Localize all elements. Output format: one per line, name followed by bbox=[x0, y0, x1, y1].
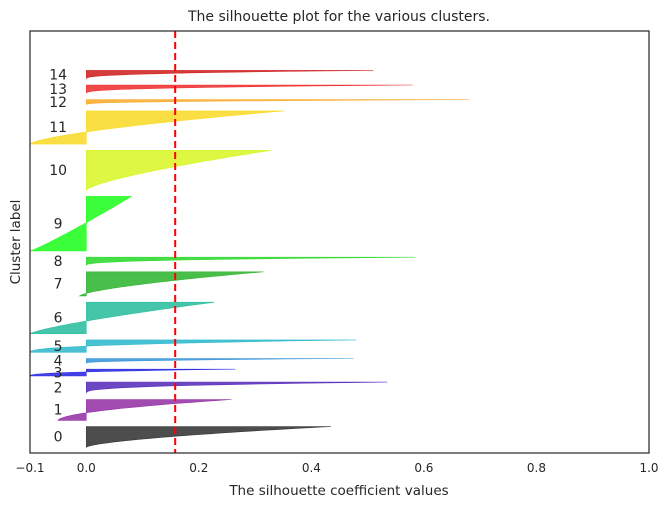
x-axis-ticks: −0.1 0.0 0.2 0.4 0.6 0.8 1.0 bbox=[15, 461, 658, 475]
silhouette-band-cluster-13 bbox=[86, 84, 413, 94]
cluster-label-7: 7 bbox=[54, 277, 63, 293]
silhouette-band-cluster-10 bbox=[86, 150, 273, 192]
silhouette-band-cluster-5 bbox=[29, 339, 357, 353]
silhouette-band-cluster-3 bbox=[29, 368, 236, 377]
silhouette-band-cluster-0 bbox=[86, 426, 332, 449]
cluster-label-3: 3 bbox=[54, 365, 63, 381]
cluster-label-10: 10 bbox=[49, 163, 67, 179]
x-axis-label: The silhouette coefficient values bbox=[228, 483, 448, 499]
silhouette-band-cluster-14 bbox=[86, 70, 374, 79]
cluster-label-9: 9 bbox=[54, 216, 63, 232]
silhouette-band-cluster-4 bbox=[86, 358, 354, 364]
silhouette-band-cluster-2 bbox=[86, 381, 388, 394]
x-tick-label: 0.8 bbox=[527, 461, 546, 475]
silhouette-band-cluster-7 bbox=[78, 271, 264, 297]
x-tick-label: 0.0 bbox=[77, 461, 96, 475]
plot-frame bbox=[29, 30, 650, 454]
x-tick-label: 0.2 bbox=[189, 461, 208, 475]
y-axis-label: Cluster label bbox=[8, 200, 24, 285]
cluster-label-4: 4 bbox=[54, 353, 63, 369]
chart-title: The silhouette plot for the various clus… bbox=[187, 9, 490, 25]
cluster-label-14: 14 bbox=[49, 67, 67, 83]
x-tick-label: 1.0 bbox=[639, 461, 658, 475]
cluster-label-2: 2 bbox=[54, 380, 63, 396]
cluster-label-1: 1 bbox=[54, 403, 63, 419]
x-tick-label: 0.4 bbox=[302, 461, 321, 475]
silhouette-band-cluster-6 bbox=[29, 301, 215, 334]
x-tick-label: −0.1 bbox=[15, 461, 44, 475]
cluster-label-0: 0 bbox=[54, 430, 63, 446]
cluster-label-12: 12 bbox=[49, 95, 67, 111]
cluster-label-6: 6 bbox=[54, 311, 63, 327]
cluster-label-11: 11 bbox=[49, 120, 67, 136]
cluster-label-5: 5 bbox=[54, 339, 63, 355]
silhouette-band-cluster-8 bbox=[86, 256, 416, 266]
plot-marks bbox=[29, 70, 469, 449]
silhouette-band-cluster-11 bbox=[29, 110, 285, 145]
silhouette-band-cluster-9 bbox=[29, 196, 133, 252]
x-tick-label: 0.6 bbox=[414, 461, 433, 475]
silhouette-band-cluster-1 bbox=[57, 399, 232, 421]
cluster-label-8: 8 bbox=[54, 254, 63, 270]
cluster-label-13: 13 bbox=[49, 82, 67, 98]
